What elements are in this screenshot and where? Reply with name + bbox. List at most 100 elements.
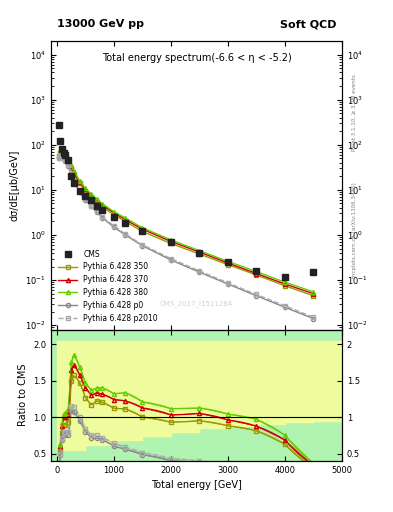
Pythia 6.428 p2010 — [123, 231, 128, 237]
Pythia 6.428 p2010 — [283, 303, 287, 309]
Pythia 6.428 p2010 — [100, 214, 105, 220]
Pythia 6.428 p2010 — [69, 170, 73, 177]
Pythia 6.428 p2010 — [226, 280, 230, 286]
Pythia 6.428 p0 — [83, 197, 88, 203]
Pythia 6.428 p0 — [89, 203, 94, 209]
Pythia 6.428 380 — [56, 154, 61, 160]
Pythia 6.428 p0 — [100, 215, 105, 221]
Pythia 6.428 370 — [89, 191, 94, 198]
CMS — [72, 180, 76, 186]
Pythia 6.428 350 — [100, 204, 105, 210]
Pythia 6.428 370 — [169, 239, 173, 245]
Bar — [51, 330, 342, 461]
Pythia 6.428 370 — [83, 186, 88, 192]
Pythia 6.428 370 — [94, 197, 99, 203]
CMS — [94, 202, 99, 208]
Pythia 6.428 370 — [56, 154, 61, 160]
Pythia 6.428 p0 — [72, 179, 76, 185]
CMS — [197, 250, 202, 256]
Pythia 6.428 380 — [94, 196, 99, 202]
Pythia 6.428 350 — [283, 283, 287, 289]
Pythia 6.428 p2010 — [254, 291, 259, 297]
Pythia 6.428 370 — [112, 210, 116, 216]
Pythia 6.428 p0 — [63, 158, 68, 164]
Pythia 6.428 370 — [60, 148, 64, 155]
Pythia 6.428 350 — [77, 180, 82, 186]
Pythia 6.428 p0 — [140, 243, 145, 249]
CMS — [77, 188, 82, 194]
Pythia 6.428 370 — [63, 153, 68, 159]
CMS — [63, 153, 68, 159]
Pythia 6.428 350 — [311, 293, 316, 299]
Pythia 6.428 350 — [226, 262, 230, 268]
CMS — [254, 268, 259, 274]
Pythia 6.428 p2010 — [60, 153, 64, 159]
CMS — [58, 138, 62, 144]
CMS — [123, 220, 128, 226]
CMS — [69, 173, 73, 179]
CMS — [140, 228, 145, 234]
Line: Pythia 6.428 370: Pythia 6.428 370 — [57, 149, 316, 296]
Pythia 6.428 370 — [100, 202, 105, 208]
Pythia 6.428 350 — [58, 150, 62, 156]
Pythia 6.428 p0 — [112, 224, 116, 230]
Pythia 6.428 p2010 — [72, 178, 76, 184]
Text: CMS_2017_I1511284: CMS_2017_I1511284 — [160, 300, 233, 307]
Pythia 6.428 p0 — [197, 269, 202, 275]
Pythia 6.428 370 — [58, 148, 62, 154]
Pythia 6.428 p2010 — [77, 188, 82, 194]
Text: mcplots.cern.ch [arXiv:1306.3436]: mcplots.cern.ch [arXiv:1306.3436] — [352, 183, 357, 278]
Pythia 6.428 p2010 — [140, 242, 145, 248]
Pythia 6.428 p2010 — [311, 314, 316, 321]
Pythia 6.428 p2010 — [61, 155, 66, 161]
Pythia 6.428 p0 — [254, 293, 259, 299]
Pythia 6.428 380 — [100, 201, 105, 207]
Pythia 6.428 370 — [254, 270, 259, 276]
Pythia 6.428 p0 — [61, 155, 66, 161]
Text: 13000 GeV pp: 13000 GeV pp — [57, 19, 144, 29]
Pythia 6.428 350 — [169, 240, 173, 246]
Pythia 6.428 350 — [94, 199, 99, 205]
Pythia 6.428 p0 — [66, 163, 71, 169]
Pythia 6.428 380 — [226, 259, 230, 265]
Pythia 6.428 380 — [61, 150, 66, 156]
Pythia 6.428 350 — [69, 165, 73, 172]
CMS — [56, 121, 61, 127]
Pythia 6.428 350 — [89, 194, 94, 200]
Pythia 6.428 p2010 — [66, 162, 71, 168]
Pythia 6.428 380 — [83, 185, 88, 191]
Pythia 6.428 350 — [56, 154, 61, 160]
Pythia 6.428 p0 — [226, 281, 230, 287]
Pythia 6.428 380 — [69, 162, 73, 168]
Pythia 6.428 p0 — [283, 304, 287, 310]
Pythia 6.428 380 — [311, 289, 316, 295]
Pythia 6.428 p0 — [77, 189, 82, 195]
Pythia 6.428 370 — [123, 217, 128, 223]
Pythia 6.428 380 — [197, 248, 202, 254]
CMS — [66, 157, 71, 163]
Pythia 6.428 370 — [61, 150, 66, 156]
Pythia 6.428 370 — [226, 260, 230, 266]
Line: Pythia 6.428 p0: Pythia 6.428 p0 — [57, 154, 316, 321]
Y-axis label: dσ/dE[µb/GeV]: dσ/dE[µb/GeV] — [10, 150, 20, 221]
CMS — [89, 197, 94, 203]
Pythia 6.428 380 — [140, 225, 145, 231]
Text: Total energy spectrum(-6.6 < η < -5.2): Total energy spectrum(-6.6 < η < -5.2) — [102, 53, 291, 62]
Pythia 6.428 350 — [83, 188, 88, 194]
CMS — [226, 259, 230, 265]
Pythia 6.428 350 — [254, 272, 259, 278]
Line: Pythia 6.428 350: Pythia 6.428 350 — [57, 151, 316, 298]
Pythia 6.428 p0 — [58, 153, 62, 159]
Pythia 6.428 p0 — [94, 209, 99, 215]
Pythia 6.428 350 — [66, 159, 71, 165]
Pythia 6.428 p2010 — [58, 152, 62, 158]
CMS — [283, 273, 287, 280]
Pythia 6.428 380 — [123, 215, 128, 221]
CMS — [311, 269, 316, 275]
Text: Rivet 3.1.10, ≥ 3.2M events: Rivet 3.1.10, ≥ 3.2M events — [352, 74, 357, 151]
Line: CMS: CMS — [56, 122, 316, 280]
CMS — [100, 207, 105, 214]
Pythia 6.428 350 — [60, 151, 64, 157]
Pythia 6.428 380 — [72, 168, 76, 174]
Pythia 6.428 350 — [72, 172, 76, 178]
